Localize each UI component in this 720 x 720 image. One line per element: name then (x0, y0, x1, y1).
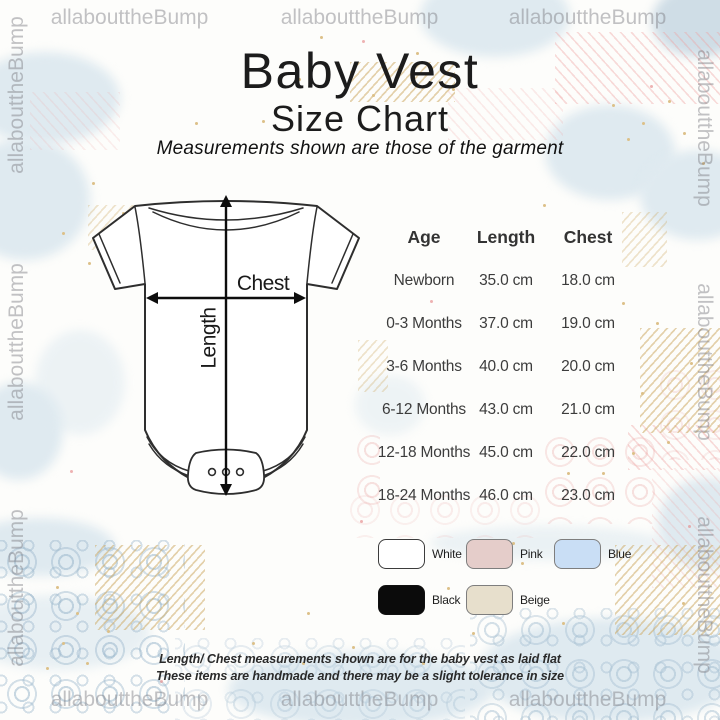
pink-hatch-decoration (555, 32, 720, 104)
length-cell: 37.0 cm (479, 314, 533, 332)
age-cell: 0-3 Months (386, 314, 462, 332)
age-cell: 18-24 Months (377, 486, 471, 504)
watermark-text: allabouttheBump (693, 283, 716, 441)
table-header-chest: Chest (563, 226, 613, 247)
cloud-decoration (35, 330, 125, 435)
gold-scribble-decoration (350, 62, 455, 102)
cloud-decoration (0, 52, 120, 144)
footer-notes: Length/ Chest measurements shown are for… (0, 651, 720, 685)
swatch-label: Pink (520, 546, 543, 561)
pink-color-chip (466, 538, 513, 569)
pink-swirl-decoration (352, 430, 380, 515)
beige-color-chip (466, 584, 513, 615)
gold-scribble-decoration (615, 545, 720, 635)
colour-swatches: White Pink Blue Black Beige (378, 538, 642, 615)
age-cell: 12-18 Months (377, 443, 471, 461)
pink-dots-decoration (0, 0, 3, 3)
chest-arrow (146, 292, 306, 304)
swatch-black: Black (378, 584, 466, 615)
watermark-text: allabouttheBump (508, 6, 667, 29)
swirl-pattern-decoration (175, 638, 465, 720)
pink-swirl-decoration (345, 490, 545, 538)
length-cell: 45.0 cm (479, 443, 533, 461)
watermark-text: allabouttheBump (50, 688, 209, 711)
age-cell: 6-12 Months (382, 400, 466, 418)
watermark-text: allabouttheBump (50, 6, 209, 29)
swatch-label: Black (432, 592, 461, 607)
age-cell: 3-6 Months (386, 357, 462, 375)
black-color-chip (378, 584, 425, 615)
swatch-label: White (432, 546, 462, 561)
baby-vest-diagram: Chest Length (92, 195, 360, 496)
chest-cell: 20.0 cm (561, 357, 615, 375)
swatch-label: Blue (608, 546, 632, 561)
chest-cell: 18.0 cm (561, 271, 615, 289)
length-cell: 46.0 cm (479, 486, 533, 504)
white-color-chip (378, 538, 425, 569)
cloud-decoration (478, 618, 720, 720)
swatch-beige: Beige (466, 584, 554, 615)
length-cell: 40.0 cm (479, 357, 533, 375)
watermark-text: allabouttheBump (5, 263, 28, 421)
length-arrow (220, 195, 232, 496)
length-cell: 43.0 cm (479, 400, 533, 418)
footer-line-2: These items are handmade and there may b… (156, 669, 564, 683)
length-dimension-label: Length (198, 307, 221, 368)
table-header-length: Length (476, 226, 536, 247)
pink-hatch-decoration (448, 88, 563, 140)
chest-cell: 21.0 cm (561, 400, 615, 418)
watermark-text: allabouttheBump (508, 688, 667, 711)
swatch-label: Beige (520, 592, 550, 607)
swatch-white: White (378, 538, 466, 569)
chest-cell: 23.0 cm (561, 486, 615, 504)
age-cell: Newborn (393, 271, 455, 289)
gold-scribble-decoration (622, 212, 667, 267)
pink-hatch-decoration (30, 92, 120, 150)
page-subtitle: Size Chart (270, 98, 450, 139)
table-header-age: Age (407, 226, 441, 247)
size-table: Age Length Chest Newborn 35.0 cm 18.0 cm… (374, 215, 638, 517)
chest-cell: 19.0 cm (561, 314, 615, 332)
footer-line-1: Length/ Chest measurements shown are for… (159, 652, 561, 666)
page-title: Baby Vest (240, 43, 480, 99)
blue-color-chip (554, 538, 601, 569)
gold-scribble-decoration (358, 340, 388, 392)
length-cell: 35.0 cm (479, 271, 533, 289)
watermark-text: allabouttheBump (280, 6, 439, 29)
watermark-text: allabouttheBump (280, 688, 439, 711)
cloud-decoration (228, 652, 493, 720)
chest-cell: 22.0 cm (561, 443, 615, 461)
gold-scribble-decoration (95, 545, 205, 630)
pink-swirl-decoration (540, 432, 665, 524)
cloud-decoration (355, 375, 425, 435)
chest-dimension-label: Chest (237, 272, 290, 295)
measurement-note: Measurements shown are those of the garm… (156, 138, 564, 159)
swatch-blue: Blue (554, 538, 642, 569)
gold-scribble-decoration (640, 328, 720, 433)
swatch-pink: Pink (466, 538, 554, 569)
